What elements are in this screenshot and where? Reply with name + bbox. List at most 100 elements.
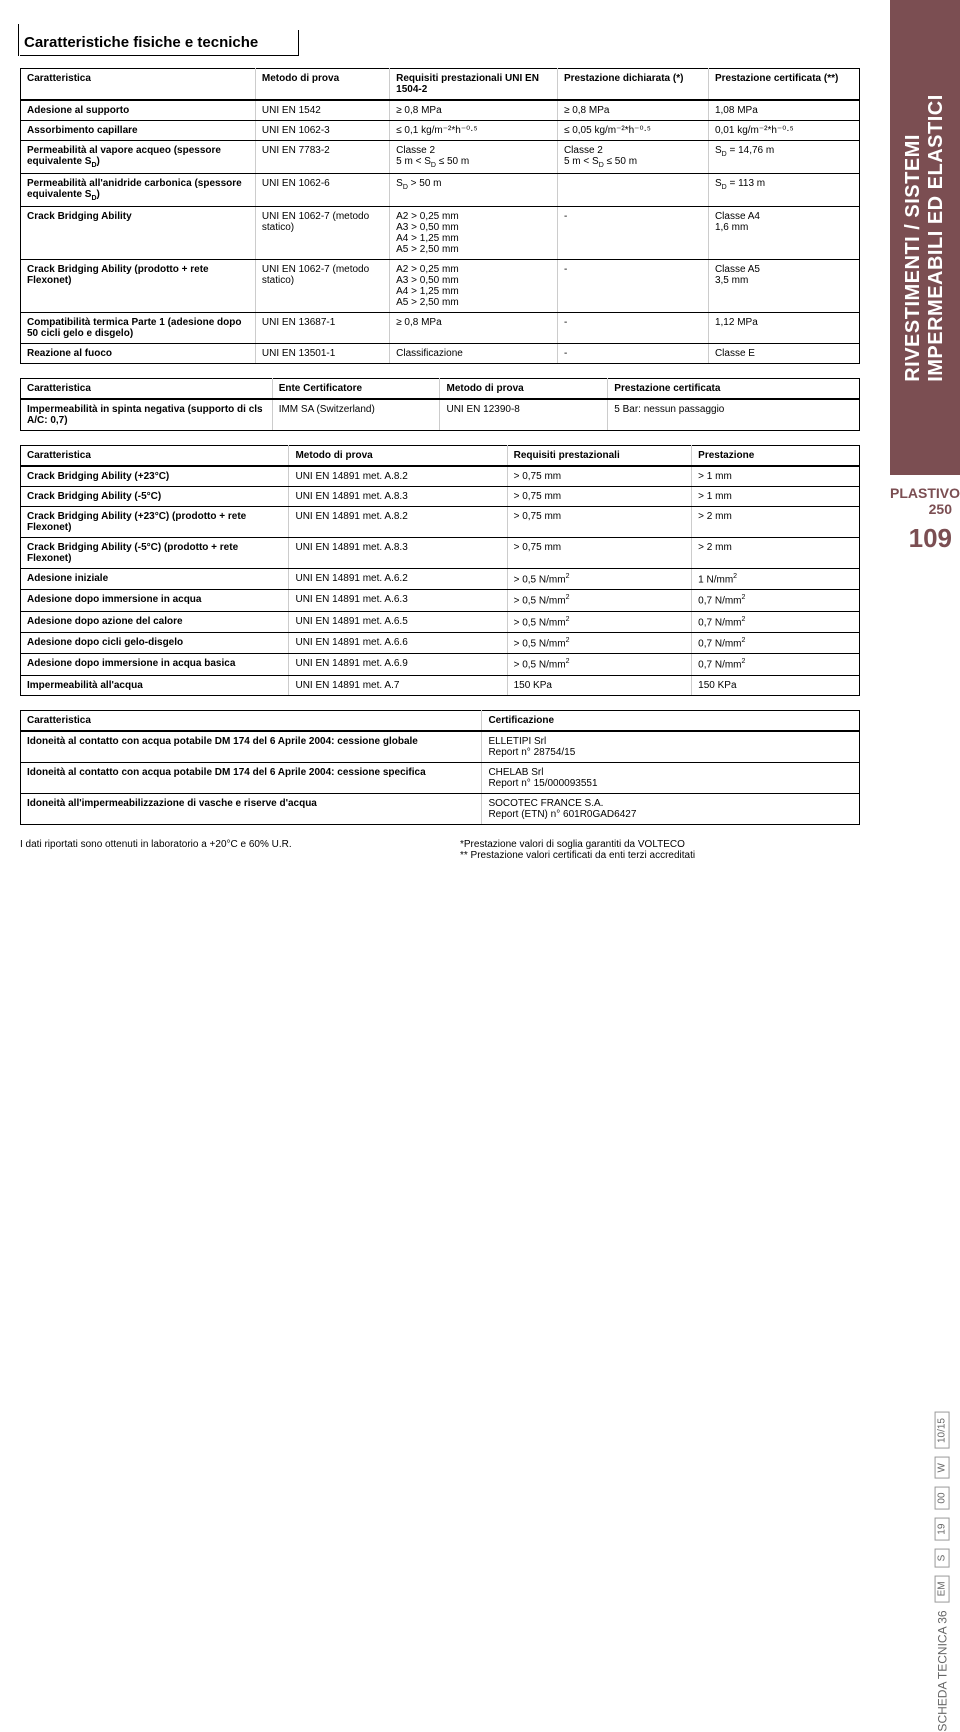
table-row: Idoneità al contatto con acqua potabile … xyxy=(21,762,860,793)
table-header: Caratteristica xyxy=(21,446,289,467)
table-cell: 0,7 N/mm2 xyxy=(692,654,860,675)
table-cell xyxy=(557,174,708,207)
table-cell: SD > 50 m xyxy=(390,174,558,207)
table-header: Metodo di prova xyxy=(289,446,507,467)
table-cell: UNI EN 14891 met. A.8.3 xyxy=(289,487,507,507)
table-cell: 150 KPa xyxy=(692,675,860,695)
table-cell: Crack Bridging Ability xyxy=(21,207,256,260)
table-row: Adesione inizialeUNI EN 14891 met. A.6.2… xyxy=(21,569,860,590)
table-cell: Classe A53,5 mm xyxy=(708,260,859,313)
table-cell: Adesione al supporto xyxy=(21,100,256,121)
table-cell: > 0,75 mm xyxy=(507,466,692,487)
table-cell: > 0,75 mm xyxy=(507,507,692,538)
table-cell: > 0,5 N/mm2 xyxy=(507,632,692,653)
table-cell: > 1 mm xyxy=(692,487,860,507)
footer-left: I dati riportati sono ottenuti in labora… xyxy=(20,839,420,861)
table-header: Prestazione certificata xyxy=(608,379,860,400)
side-code-3: 00 xyxy=(935,1486,950,1509)
table-row: Permeabilità all'anidride carbonica (spe… xyxy=(21,174,860,207)
table-cell: 1,08 MPa xyxy=(708,100,859,121)
table-cell: UNI EN 14891 met. A.8.2 xyxy=(289,466,507,487)
table-cell: UNI EN 1542 xyxy=(255,100,389,121)
side-scheda-label: SCHEDA TECNICA 36 xyxy=(936,1610,950,1731)
table-header: Requisiti prestazionali xyxy=(507,446,692,467)
table-row: Impermeabilità all'acquaUNI EN 14891 met… xyxy=(21,675,860,695)
table-cell: Crack Bridging Ability (-5°C) xyxy=(21,487,289,507)
table-cell: Idoneità all'impermeabilizzazione di vas… xyxy=(21,793,482,824)
table-cell: 0,7 N/mm2 xyxy=(692,611,860,632)
table-cell: UNI EN 1062-7 (metodo statico) xyxy=(255,260,389,313)
table-header: Certificazione xyxy=(482,710,860,731)
table-header: Ente Certificatore xyxy=(272,379,440,400)
table-header: Requisiti prestazionali UNI EN 1504-2 xyxy=(390,69,558,101)
table-cell: > 2 mm xyxy=(692,538,860,569)
table-cell: UNI EN 7783-2 xyxy=(255,141,389,174)
table-cell: Assorbimento capillare xyxy=(21,121,256,141)
table-cell: 1,12 MPa xyxy=(708,313,859,344)
table-cell: > 0,5 N/mm2 xyxy=(507,611,692,632)
table-row: Assorbimento capillareUNI EN 1062-3≤ 0,1… xyxy=(21,121,860,141)
table-cell: Crack Bridging Ability (+23°C) xyxy=(21,466,289,487)
table-header: Prestazione xyxy=(692,446,860,467)
table-cell: ELLETIPI SrlReport n° 28754/15 xyxy=(482,731,860,763)
table-cell: Classe A41,6 mm xyxy=(708,207,859,260)
table-row: Impermeabilità in spinta negativa (suppo… xyxy=(21,399,860,431)
table-cell: SD = 113 m xyxy=(708,174,859,207)
table-cell: UNI EN 13687-1 xyxy=(255,313,389,344)
side-sheet-code: SCHEDA TECNICA 36 EM S 19 00 W 10/15 xyxy=(935,1412,950,1732)
table-cell: 0,7 N/mm2 xyxy=(692,590,860,611)
table-cell: > 0,5 N/mm2 xyxy=(507,569,692,590)
side-code-1: S xyxy=(935,1549,950,1568)
table-cell: SD = 14,76 m xyxy=(708,141,859,174)
table-cell: 0,7 N/mm2 xyxy=(692,632,860,653)
table-cell: - xyxy=(557,260,708,313)
footer-right2: ** Prestazione valori certificati da ent… xyxy=(460,850,860,861)
table-certifications: CaratteristicaCertificazione Idoneità al… xyxy=(20,710,860,825)
table-cell: UNI EN 1062-3 xyxy=(255,121,389,141)
table-cell: UNI EN 13501-1 xyxy=(255,344,389,364)
table-header: Caratteristica xyxy=(21,710,482,731)
table-characteristics-2: CaratteristicaEnte CertificatoreMetodo d… xyxy=(20,378,860,431)
table-cell: > 1 mm xyxy=(692,466,860,487)
table-cell: UNI EN 14891 met. A.6.2 xyxy=(289,569,507,590)
table-cell: Adesione iniziale xyxy=(21,569,289,590)
side-product-label: PLASTIVO 250 xyxy=(890,485,960,517)
table-cell: UNI EN 14891 met. A.6.3 xyxy=(289,590,507,611)
table-cell: Adesione dopo immersione in acqua basica xyxy=(21,654,289,675)
table-header: Caratteristica xyxy=(21,69,256,101)
table-cell: - xyxy=(557,344,708,364)
table-cell: Classe 25 m < SD ≤ 50 m xyxy=(557,141,708,174)
table-cell: CHELAB SrlReport n° 15/000093551 xyxy=(482,762,860,793)
footer-notes: I dati riportati sono ottenuti in labora… xyxy=(20,839,860,861)
table-header: Metodo di prova xyxy=(440,379,608,400)
table-cell: UNI EN 14891 met. A.8.3 xyxy=(289,538,507,569)
table-cell: Impermeabilità all'acqua xyxy=(21,675,289,695)
table-cell: Idoneità al contatto con acqua potabile … xyxy=(21,762,482,793)
side-tab-line2: IMPERMEABILI ED ELASTICI xyxy=(925,94,947,382)
side-category-tab: RIVESTIMENTI / SISTEMI IMPERMEABILI ED E… xyxy=(890,0,960,475)
table-header: Prestazione certificata (**) xyxy=(708,69,859,101)
side-code-0: EM xyxy=(935,1575,950,1602)
table-characteristics-1: CaratteristicaMetodo di provaRequisiti p… xyxy=(20,68,860,364)
side-code-2: 19 xyxy=(935,1518,950,1541)
table-cell: > 2 mm xyxy=(692,507,860,538)
table-cell: Crack Bridging Ability (+23°C) (prodotto… xyxy=(21,507,289,538)
table-cell: - xyxy=(557,207,708,260)
table-cell: 5 Bar: nessun passaggio xyxy=(608,399,860,431)
table-characteristics-3: CaratteristicaMetodo di provaRequisiti p… xyxy=(20,445,860,696)
table-cell: UNI EN 14891 met. A.8.2 xyxy=(289,507,507,538)
table-row: Reazione al fuocoUNI EN 13501-1Classific… xyxy=(21,344,860,364)
table-cell: 150 KPa xyxy=(507,675,692,695)
table-cell: Classificazione xyxy=(390,344,558,364)
table-cell: - xyxy=(557,313,708,344)
table-header: Caratteristica xyxy=(21,379,273,400)
table-row: Adesione dopo cicli gelo-disgeloUNI EN 1… xyxy=(21,632,860,653)
footer-right1: *Prestazione valori di soglia garantiti … xyxy=(460,839,860,850)
section-title: Caratteristiche fisiche e tecniche xyxy=(20,30,299,56)
table-cell: UNI EN 1062-6 xyxy=(255,174,389,207)
table-cell: A2 > 0,25 mmA3 > 0,50 mmA4 > 1,25 mmA5 >… xyxy=(390,207,558,260)
table-row: Idoneità all'impermeabilizzazione di vas… xyxy=(21,793,860,824)
table-row: Crack Bridging Ability (prodotto + rete … xyxy=(21,260,860,313)
side-code-4: W xyxy=(935,1457,950,1478)
table-cell: IMM SA (Switzerland) xyxy=(272,399,440,431)
